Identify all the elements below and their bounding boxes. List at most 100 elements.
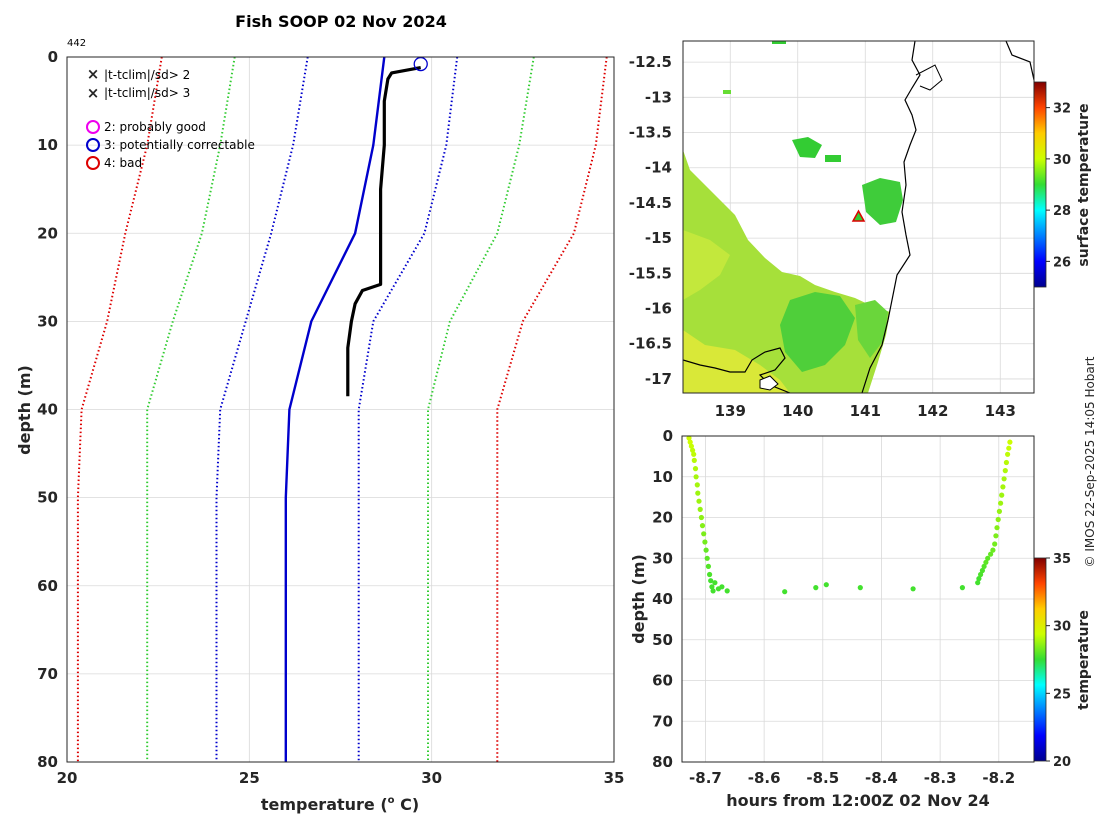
sst-colorbar-label: surface temperature <box>1076 103 1092 266</box>
profile-series-line <box>76 56 163 762</box>
time-ytick-label: 60 <box>652 672 673 690</box>
magenta-circle-icon <box>86 120 100 134</box>
legend-label: |t-tclim|/sd> 2 <box>104 68 190 82</box>
red-circle-icon <box>86 156 100 170</box>
data-point <box>710 588 716 594</box>
map-ytick-label: -14.5 <box>629 194 672 212</box>
time-ytick-label: 0 <box>663 427 673 445</box>
map-ytick-label: -13 <box>645 88 672 106</box>
data-point <box>699 523 706 529</box>
sst-colorbar-tick-label: 30 <box>1053 153 1071 168</box>
sst-cool-patch <box>862 178 903 225</box>
profile-ytick-label: 70 <box>37 665 58 683</box>
legend-entry: 4: bad <box>86 156 142 170</box>
legend-entry: × |t-tclim|/sd> 3 <box>87 84 190 102</box>
data-point <box>688 443 695 449</box>
profile-panel: 20 25 30 35 0 10 20 30 40 50 60 70 80 Fish SOOP 02 N… <box>15 12 624 814</box>
temperature-colorbar-tick-label: 20 <box>1053 755 1071 770</box>
data-point <box>857 585 863 591</box>
data-point <box>1000 484 1006 490</box>
map-xtick-label: 140 <box>782 402 813 420</box>
legend-entry: × |t-tclim|/sd> 2 <box>87 65 190 83</box>
data-point <box>696 498 702 504</box>
data-point <box>993 533 999 539</box>
map-xtick-label: 141 <box>850 402 881 420</box>
data-point <box>690 447 696 453</box>
data-point <box>691 457 697 463</box>
data-point <box>693 474 699 480</box>
time-ytick-label: 50 <box>652 631 673 649</box>
temperature-colorbar-tick-label: 30 <box>1053 620 1071 635</box>
legend-label: 3: potentially correctable <box>104 138 255 152</box>
data-point <box>975 580 981 586</box>
data-point <box>999 492 1005 498</box>
profile-xlabel: temperature (o C) <box>261 795 419 814</box>
island-shape <box>759 375 779 391</box>
sst-cool-patch <box>723 90 731 94</box>
map-xtick-label: 143 <box>985 402 1016 420</box>
profile-xtick-label: 20 <box>57 769 78 787</box>
data-point <box>959 585 966 591</box>
time-xlabel: hours from 12:00Z 02 Nov 24 <box>726 791 989 810</box>
map-panel: 139 140 141 142 143 -12.5 -13 -13.5 -14 -14.5 -15 -… <box>629 40 1092 420</box>
data-point <box>692 466 699 472</box>
sst-warm-region <box>683 330 790 393</box>
sst-cool-patch <box>855 300 888 358</box>
coastline-gulf <box>683 347 791 393</box>
data-point <box>1002 468 1008 474</box>
profile-legend: × |t-tclim|/sd> 2 × |t-tclim|/sd> 3 2: p… <box>86 65 255 170</box>
map-ytick-label: -16.5 <box>629 335 672 353</box>
data-point <box>704 555 710 561</box>
coastline <box>683 41 1034 393</box>
temperature-colorbar-tick-label: 25 <box>1053 687 1071 702</box>
data-point <box>985 555 991 561</box>
time-xtick-label: -8.5 <box>806 769 839 787</box>
profile-ytick-label: 50 <box>37 489 58 507</box>
profile-series-line <box>284 56 386 762</box>
depth-time-panel: -8.7 -8.6 -8.5 -8.4 -8.3 -8.2 0 10 20 30 40 50 60 70 8… <box>629 427 1092 810</box>
data-point <box>1006 445 1012 451</box>
time-ytick-label: 70 <box>652 712 673 730</box>
data-point <box>978 571 984 578</box>
credit-text: © IMOS 22-Sep-2025 14:05 Hobart <box>1083 356 1097 567</box>
legend-entry: 2: probably good <box>86 120 206 134</box>
profile-series-line <box>346 66 421 397</box>
data-point <box>1007 439 1013 445</box>
map-ytick-label: -15.5 <box>629 264 672 282</box>
data-point <box>686 435 692 441</box>
sst-colorbar <box>1033 81 1047 288</box>
temperature-colorbar-tick-label: 35 <box>1053 552 1071 567</box>
sst-colorbar-tick-label: 26 <box>1053 255 1071 270</box>
data-point <box>981 563 987 570</box>
time-xtick-label: -8.7 <box>689 769 722 787</box>
profile-ytick-label: 40 <box>37 401 58 419</box>
data-point <box>1001 476 1007 482</box>
map-ytick-label: -16 <box>645 300 672 318</box>
profile-ytick-label: 60 <box>37 577 58 595</box>
data-point <box>697 506 703 512</box>
data-point <box>813 585 819 591</box>
data-point <box>701 531 707 537</box>
data-point <box>979 567 986 574</box>
data-point <box>990 547 996 553</box>
coastline-ne <box>1005 41 1034 81</box>
location-marker-icon <box>851 209 866 222</box>
map-xtick-label: 139 <box>715 402 746 420</box>
profile-xtick-label: 30 <box>421 769 442 787</box>
time-xtick-label: -8.3 <box>924 769 957 787</box>
map-ytick-label: -17 <box>645 370 672 388</box>
time-ytick-label: 10 <box>652 468 673 486</box>
data-point <box>724 588 730 594</box>
time-ytick-label: 20 <box>652 509 673 527</box>
sst-cool-patch <box>772 41 786 44</box>
time-xtick-label: -8.2 <box>982 769 1015 787</box>
figure-title: Fish SOOP 02 Nov 2024 <box>235 12 447 31</box>
profile-ytick-label: 20 <box>37 224 58 242</box>
data-point <box>996 508 1003 514</box>
map-ytick-label: -13.5 <box>629 124 672 142</box>
data-point <box>709 584 715 590</box>
data-point <box>1003 459 1010 466</box>
blue-circle-icon <box>86 138 100 152</box>
